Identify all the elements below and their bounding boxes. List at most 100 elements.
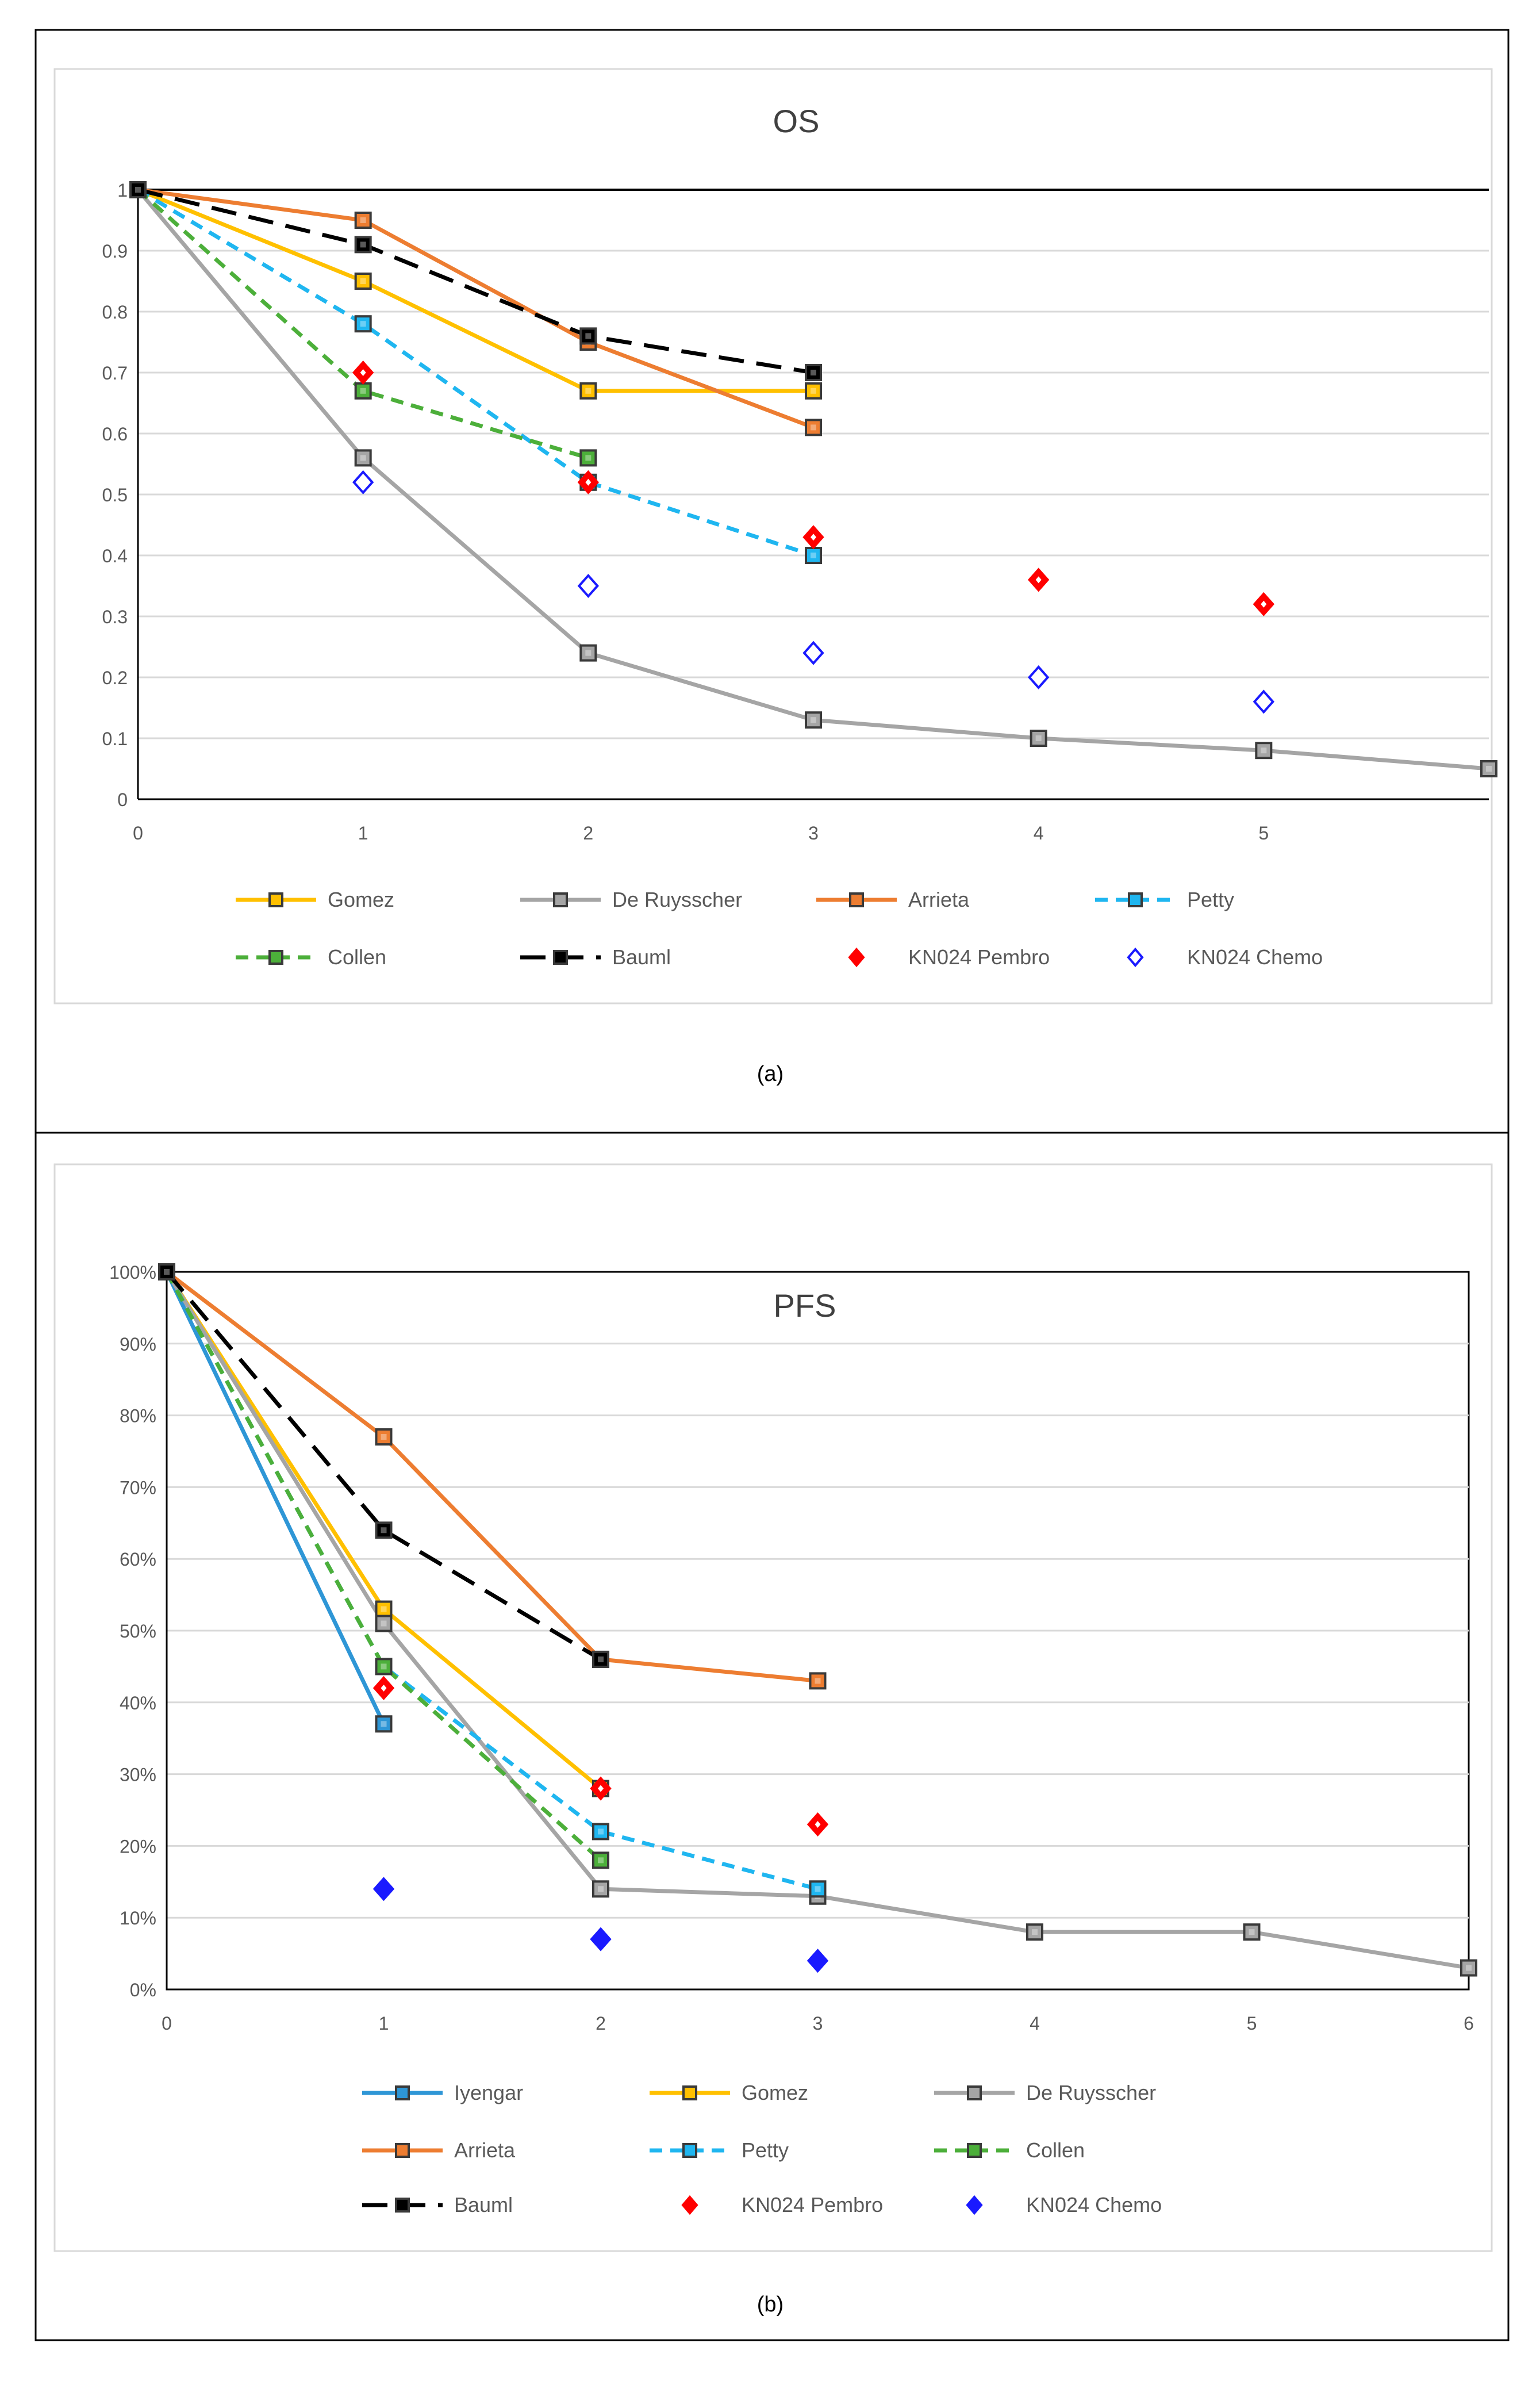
y-tick-label: 70% — [120, 1477, 156, 1498]
y-tick-label: 0.6 — [102, 424, 128, 444]
data-point-kn024-chemo — [577, 573, 600, 599]
series-line-bauml — [165, 1270, 602, 1661]
series-line-petty — [164, 1271, 819, 1891]
data-point-bauml-inner — [135, 187, 141, 193]
legend-label-gomez: Gomez — [742, 2081, 808, 2104]
legend-label-arrieta: Arrieta — [908, 888, 970, 911]
data-point-collen-inner — [381, 1663, 387, 1670]
data-point-petty — [809, 1880, 827, 1898]
data-point-gomez — [805, 382, 822, 400]
x-tick-label: 4 — [1030, 2013, 1040, 2034]
data-point-bauml — [158, 1263, 175, 1280]
y-tick-label: 30% — [120, 1765, 156, 1785]
data-point-arrieta-inner — [360, 217, 366, 223]
data-point-collen-inner — [360, 388, 366, 394]
x-tick-label: 1 — [358, 823, 368, 843]
legend-marker-de-ruysscher — [553, 892, 568, 907]
data-point-kn024-chemo — [1027, 665, 1050, 690]
y-tick-label: 0.4 — [102, 546, 128, 566]
x-tick-label: 0 — [162, 2013, 172, 2034]
series-line-collen — [164, 1271, 602, 1862]
y-tick-label: 0% — [130, 1980, 156, 2000]
data-point-kn024-chemo — [802, 641, 824, 665]
chart-os: 0 0.1 0.2 0.3 0.4 0.5 0.6 0.7 0.8 0.9 1 0 1 2 3 4 5 OS Gom… — [102, 103, 1497, 969]
chart-title: OS — [773, 103, 820, 139]
data-point-kn024-pembro-inner — [598, 1785, 604, 1792]
x-tick-label: 2 — [583, 823, 593, 843]
series-line-bauml — [137, 187, 814, 375]
legend-label-iyengar: Iyengar — [454, 2081, 523, 2104]
data-point-petty-inner — [598, 1828, 604, 1835]
y-tick-label: 40% — [120, 1693, 156, 1713]
series-line-arrieta — [137, 187, 815, 430]
data-point-iyengar — [375, 1715, 393, 1733]
data-point-iyengar-inner — [381, 1721, 387, 1727]
y-tick-label: 80% — [120, 1406, 156, 1427]
x-tick-label: 3 — [808, 823, 819, 843]
data-point-gomez-inner — [360, 278, 366, 284]
y-tick-label: 1 — [117, 180, 128, 201]
legend-label-collen: Collen — [328, 945, 386, 969]
data-point-bauml — [129, 181, 147, 198]
legend-label-de-ruysscher: De Ruysscher — [1026, 2081, 1156, 2104]
data-point-bauml — [354, 236, 372, 254]
series-line-iyengar — [164, 1271, 386, 1725]
data-point-arrieta — [354, 212, 372, 229]
data-point-kn024-chemo — [807, 1949, 829, 1973]
legend-marker-petty — [1128, 892, 1143, 907]
data-point-arrieta-inner — [815, 1678, 821, 1684]
legend-label-kn024-chemo: KN024 Chemo — [1026, 2193, 1162, 2217]
y-tick-label: 50% — [120, 1621, 156, 1642]
legend-label-collen: Collen — [1026, 2138, 1085, 2162]
legend-marker-arrieta — [395, 2143, 410, 2158]
data-point-de-ruysscher-inner — [1466, 1965, 1472, 1971]
y-tick-label: 0.7 — [102, 363, 128, 384]
series-line-arrieta — [165, 1270, 818, 1683]
data-point-gomez-inner — [811, 388, 816, 394]
data-point-bauml-inner — [811, 370, 816, 375]
data-point-petty-inner — [815, 1886, 821, 1892]
data-point-de-ruysscher — [375, 1615, 393, 1632]
legend-label-gomez: Gomez — [328, 888, 394, 911]
data-point-kn024-pembro-inner — [1261, 600, 1267, 608]
data-point-gomez — [354, 273, 372, 290]
series-line-petty — [137, 187, 815, 558]
data-point-de-ruysscher-inner — [381, 1620, 387, 1627]
x-tick-label: 5 — [1247, 2013, 1257, 2034]
data-point-de-ruysscher — [1460, 1959, 1477, 1977]
legend-marker-gomez — [268, 892, 283, 907]
data-point-kn024-pembro-inner — [585, 478, 592, 486]
data-point-bauml-inner — [381, 1527, 387, 1533]
data-point-de-ruysscher-inner — [1486, 766, 1492, 772]
data-point-petty-inner — [360, 321, 366, 327]
legend-marker-petty — [682, 2143, 697, 2158]
x-tick-label: 6 — [1464, 2013, 1474, 2034]
data-point-arrieta — [375, 1428, 393, 1446]
y-tick-label: 0.1 — [102, 729, 128, 749]
data-point-arrieta-inner — [381, 1434, 387, 1440]
data-point-kn024-chemo — [372, 1877, 395, 1901]
legend-marker-bauml — [395, 2198, 410, 2213]
data-point-de-ruysscher — [1243, 1923, 1261, 1941]
data-point-de-ruysscher-inner — [1032, 1929, 1038, 1935]
y-tick-label: 0.3 — [102, 607, 128, 627]
y-tick-label: 100% — [109, 1262, 156, 1283]
legend-marker-collen — [268, 950, 283, 965]
data-point-arrieta — [809, 1672, 827, 1690]
data-point-collen — [375, 1658, 393, 1675]
data-point-kn024-pembro-inner — [811, 534, 816, 541]
data-point-de-ruysscher-inner — [1249, 1929, 1255, 1935]
series-line-gomez — [137, 187, 813, 393]
data-point-bauml-inner — [360, 241, 366, 248]
legend-marker-kn024-chemo — [966, 2195, 983, 2215]
data-point-gomez — [579, 382, 597, 400]
legend-marker-kn024-chemo — [1127, 947, 1144, 968]
data-point-petty — [354, 315, 372, 333]
y-tick-label: 0.5 — [102, 485, 128, 505]
data-point-arrieta-inner — [811, 424, 816, 431]
data-point-collen-inner — [585, 455, 592, 461]
y-tick-label: 90% — [120, 1334, 156, 1355]
data-point-petty-inner — [811, 553, 816, 558]
data-point-gomez-inner — [381, 1606, 387, 1612]
legend-label-kn024-pembro: KN024 Pembro — [908, 945, 1050, 969]
